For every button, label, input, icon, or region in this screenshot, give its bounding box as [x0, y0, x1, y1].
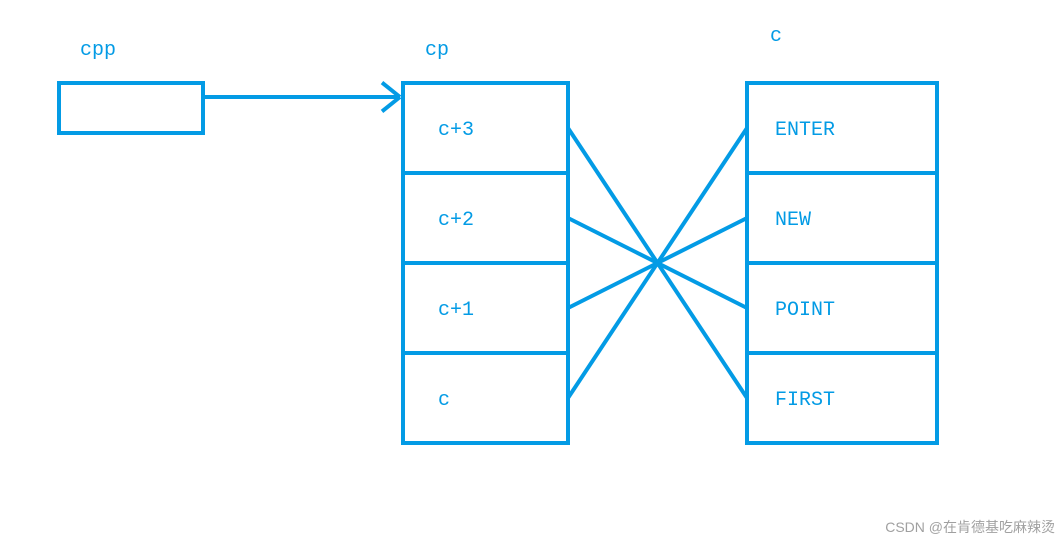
arrow-head: [382, 97, 400, 111]
cp-cell-label: c+3: [438, 119, 474, 142]
cp-cell: [403, 83, 568, 173]
c-label: c: [770, 25, 782, 48]
cpp-label: cpp: [80, 39, 116, 62]
c-cell-label: NEW: [775, 209, 811, 232]
watermark-text: CSDN @在肯德基吃麻辣烫: [885, 517, 1055, 537]
c-cell-label: FIRST: [775, 389, 835, 412]
c-cell-label: POINT: [775, 299, 835, 322]
cp-cell-label: c: [438, 389, 450, 412]
cpp-box: [59, 83, 203, 133]
cp-cell-label: c+1: [438, 299, 474, 322]
cp-cell-label: c+2: [438, 209, 474, 232]
cp-cell: [403, 353, 568, 443]
cp-label: cp: [425, 39, 449, 62]
arrow-head: [382, 83, 400, 97]
c-cell-label: ENTER: [775, 119, 835, 142]
cp-cell: [403, 263, 568, 353]
pointer-diagram: c+3 c+2 c+1 c ENTER NEW POINT FIRST cpp cp c: [0, 0, 1063, 543]
cp-cell: [403, 173, 568, 263]
